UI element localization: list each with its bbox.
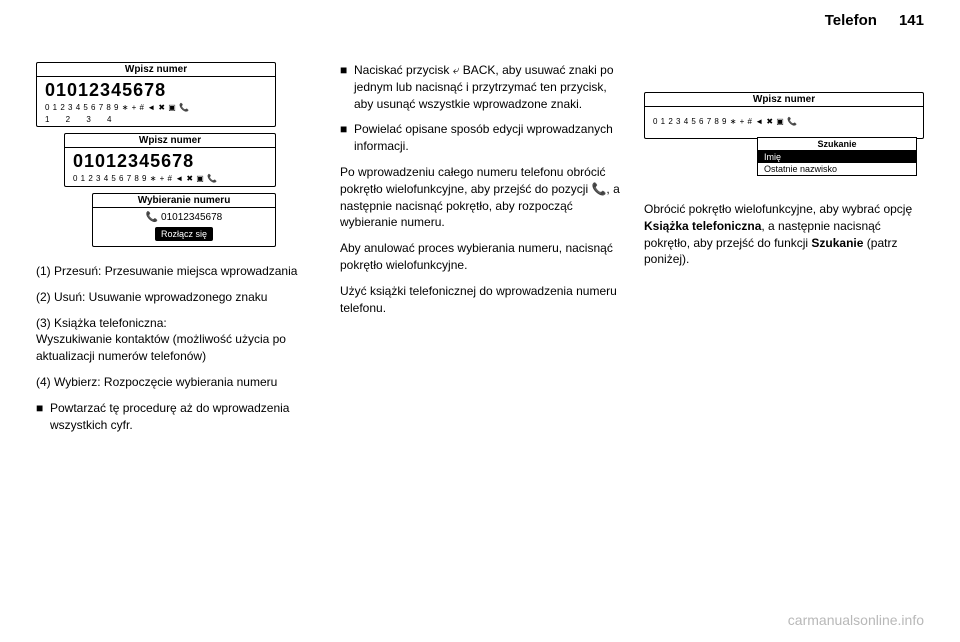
legend-1: (1) Przesuń: Przesuwanie miejsca wprowad…	[36, 263, 316, 280]
column-2: ■Naciskać przycisk ⤶ BACK, aby usuwać zn…	[340, 62, 620, 442]
screen-stack: Wpisz numer 01012345678 0 1 2 3 4 5 6 7 …	[36, 62, 276, 247]
bullet-edit: ■Powielać opisane sposób edycji wprowadz…	[340, 121, 620, 155]
panel-marks: 1 2 3 4	[37, 115, 275, 126]
screen-wpisz-numer-1: Wpisz numer 01012345678 0 1 2 3 4 5 6 7 …	[36, 62, 276, 127]
popup-option: Ostatnie nazwisko	[758, 163, 916, 175]
legend-4: (4) Wybierz: Rozpoczęcie wybierania nume…	[36, 374, 316, 391]
disconnect-button: Rozłącz się	[155, 227, 213, 241]
legend-3: (3) Książka telefoniczna:Wyszukiwanie ko…	[36, 315, 316, 365]
bullet-back: ■Naciskać przycisk ⤶ BACK, aby usuwać zn…	[340, 62, 620, 112]
panel-title: Wybieranie numeru	[93, 194, 275, 208]
column-3: Wpisz numer 0 1 2 3 4 5 6 7 8 9 ∗ + # ◄ …	[644, 62, 924, 442]
popup-selected: Imię	[758, 151, 916, 163]
panel-title: Wpisz numer	[645, 93, 923, 107]
para-phonebook: Użyć książki telefonicznej do wprowadzen…	[340, 283, 620, 317]
popup-title: Szukanie	[758, 138, 916, 151]
panel-digits: 0 1 2 3 4 5 6 7 8 9 ∗ + # ◄ ✖ ▣ 📞	[645, 107, 923, 138]
panel-number: 01012345678	[37, 77, 275, 101]
screen-search: Wpisz numer 0 1 2 3 4 5 6 7 8 9 ∗ + # ◄ …	[644, 92, 924, 139]
para-cancel: Aby anulować proces wybierania numeru, n…	[340, 240, 620, 274]
column-1: Wpisz numer 01012345678 0 1 2 3 4 5 6 7 …	[36, 62, 316, 442]
panel-digits: 0 1 2 3 4 5 6 7 8 9 ∗ + # ◄ ✖ ▣ 📞	[65, 172, 275, 186]
screen-wybieranie: Wybieranie numeru 📞 01012345678 Rozłącz …	[92, 193, 276, 247]
para-search: Obrócić pokrętło wielofunkcyjne, aby wyb…	[644, 201, 924, 268]
screen-wpisz-numer-2: Wpisz numer 01012345678 0 1 2 3 4 5 6 7 …	[64, 133, 276, 187]
page-number: 141	[899, 12, 924, 29]
panel-title: Wpisz numer	[37, 63, 275, 77]
legend-2: (2) Usuń: Usuwanie wprowadzonego znaku	[36, 289, 316, 306]
bullet-repeat: ■Powtarzać tę procedurę aż do wprowadzen…	[36, 400, 316, 434]
panel-title: Wpisz numer	[65, 134, 275, 148]
watermark: carmanualsonline.info	[788, 612, 924, 628]
para-dial: Po wprowadzeniu całego numeru telefonu o…	[340, 164, 620, 231]
page-header: Telefon 141	[0, 12, 924, 29]
panel-digits: 0 1 2 3 4 5 6 7 8 9 ∗ + # ◄ ✖ ▣ 📞	[37, 101, 275, 115]
section-name: Telefon	[825, 12, 877, 29]
search-popup: Szukanie Imię Ostatnie nazwisko	[757, 137, 917, 176]
panel-number: 01012345678	[65, 148, 275, 172]
dialing-number: 📞 01012345678	[93, 208, 275, 227]
